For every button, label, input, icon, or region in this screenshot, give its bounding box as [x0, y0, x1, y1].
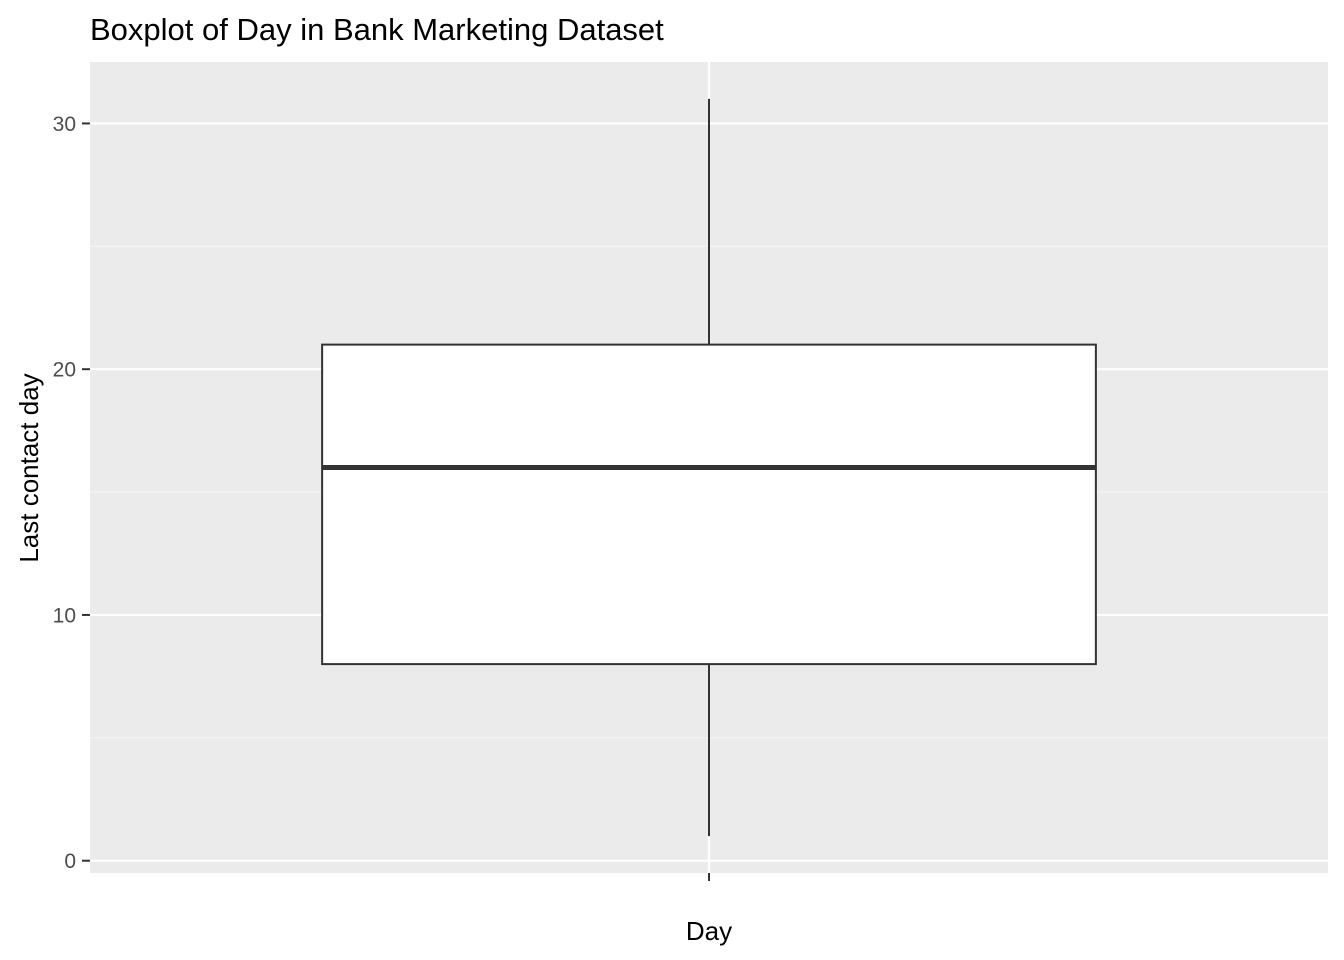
- y-axis-title: Last contact day: [14, 373, 44, 562]
- y-axis: 0 10 20 30: [53, 113, 90, 873]
- box-iqr: [322, 345, 1096, 664]
- x-axis-title: Day: [686, 916, 732, 946]
- chart-title: Boxplot of Day in Bank Marketing Dataset: [90, 12, 664, 47]
- y-tick-label: 20: [53, 359, 76, 382]
- y-tick-label: 0: [64, 850, 76, 873]
- y-tick-label: 30: [53, 113, 76, 136]
- y-tick-label: 10: [53, 604, 76, 627]
